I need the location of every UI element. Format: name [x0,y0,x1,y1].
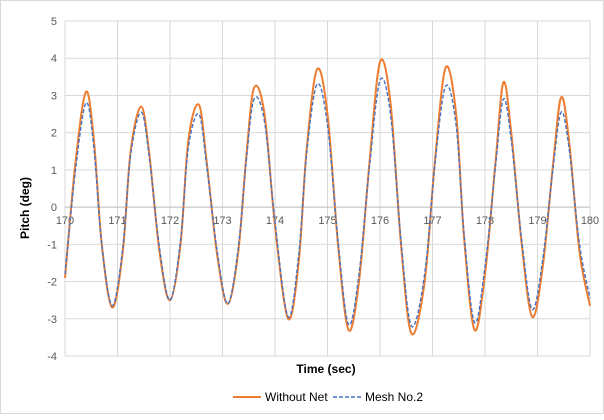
y-tick-label: -3 [47,314,57,326]
y-tick-label: 5 [51,16,57,28]
x-tick-label: 172 [161,215,179,227]
x-tick-label: 179 [528,215,546,227]
x-tick-label: 175 [318,215,336,227]
series-line-without-net [64,58,591,336]
y-tick-label: 0 [51,202,57,214]
x-tick-label: 177 [423,215,441,227]
y-tick-label: 1 [51,165,57,177]
x-tick-label: 180 [581,215,599,227]
x-tick-label: 173 [213,215,231,227]
x-tick-label: 171 [108,215,126,227]
y-tick-label: -2 [47,277,57,289]
x-tick-label: 170 [56,215,74,227]
series-layer [64,58,591,336]
y-tick-label: 2 [51,128,57,140]
y-tick-label: -1 [47,239,57,251]
legend: Without Net Mesh No.2 [233,390,423,404]
label-layer: Pitch (deg) Time (sec) [18,177,356,376]
legend-label: Without Net [265,390,328,404]
grid-layer [64,20,591,357]
series-line-mesh-no2 [64,77,591,328]
x-axis-label: Time (sec) [296,362,355,376]
y-tick-label: 3 [51,90,57,102]
x-tick-label: 176 [371,215,389,227]
legend-label: Mesh No.2 [365,390,423,404]
y-axis-label: Pitch (deg) [18,177,32,239]
y-tick-label: 4 [51,53,57,65]
y-tick-label: -4 [47,351,57,363]
